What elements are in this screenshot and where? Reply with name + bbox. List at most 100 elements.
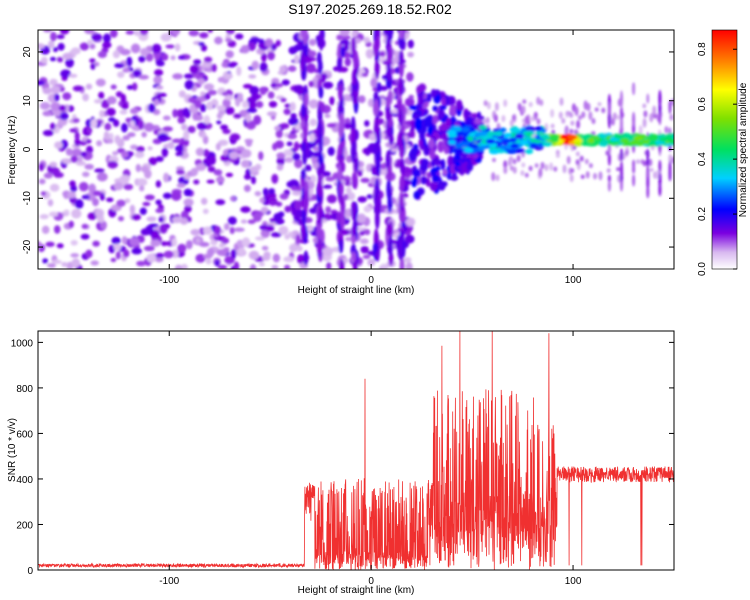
spectrogram-cell bbox=[199, 32, 209, 39]
spectrogram-cell bbox=[151, 229, 160, 239]
spectrogram-cell bbox=[279, 65, 287, 74]
spectrogram-cell bbox=[98, 91, 105, 100]
spectrogram-cell bbox=[220, 124, 229, 130]
spectrogram-cell bbox=[54, 93, 60, 102]
spectrogram-cell bbox=[407, 51, 414, 58]
spectrogram-cell bbox=[337, 42, 343, 62]
spectrogram-cell bbox=[291, 185, 298, 192]
spectrogram-cell bbox=[106, 197, 114, 203]
spectrogram-cell bbox=[225, 37, 232, 43]
spectrogram-cell bbox=[205, 258, 212, 265]
spectrogram-cell bbox=[566, 155, 571, 165]
spectrogram-cell bbox=[146, 216, 157, 222]
spectrogram-cell bbox=[252, 212, 262, 222]
spectrogram-cell bbox=[200, 197, 208, 205]
spectrogram-cell bbox=[215, 199, 226, 206]
spectrogram-cell bbox=[77, 155, 83, 163]
spectrogram-cell bbox=[388, 134, 394, 146]
spectrogram-cell bbox=[155, 199, 162, 206]
spectrogram-cell bbox=[414, 110, 423, 115]
spectrogram-cell bbox=[340, 161, 346, 173]
spectrogram-cell bbox=[404, 97, 415, 107]
spectrogram-cell bbox=[69, 180, 76, 187]
spectrogram-cell bbox=[237, 247, 246, 256]
colorbar-ticks: 0.0 0.2 0.4 0.6 0.8 bbox=[697, 42, 737, 276]
spectrogram-cell bbox=[126, 84, 134, 90]
spectrogram-cell bbox=[429, 148, 436, 161]
spectrogram-cell bbox=[668, 154, 673, 163]
spectrogram-cell bbox=[80, 233, 90, 240]
spectrogram-cell bbox=[405, 217, 416, 227]
spectrogram-cell bbox=[227, 216, 237, 225]
spectrogram-cell bbox=[138, 74, 149, 80]
spectrogram-cell bbox=[587, 138, 595, 144]
snr-y-label: SNR (10 * v/v) bbox=[7, 418, 18, 482]
spectrogram-cell bbox=[351, 172, 357, 186]
spectrogram-cell bbox=[155, 180, 162, 188]
spectrogram-cell bbox=[658, 174, 662, 187]
spectrogram-cell bbox=[108, 132, 114, 141]
spectrogram-cell bbox=[129, 204, 136, 214]
spectrogram-cell bbox=[203, 56, 213, 63]
spectrogram-cell bbox=[339, 112, 345, 132]
spectrogram-cell bbox=[339, 259, 345, 269]
spectrogram-cell bbox=[529, 142, 538, 148]
spectrogram-cell bbox=[171, 249, 179, 259]
snr-x-ticks: -100 0 100 bbox=[159, 331, 582, 587]
spectrogram-cell bbox=[153, 75, 163, 85]
spectrogram-cell bbox=[303, 190, 309, 210]
spectrogram-cell bbox=[309, 118, 317, 127]
spectrogram-cell bbox=[112, 151, 119, 156]
spectrogram-cell bbox=[197, 78, 205, 85]
spectrogram-cell bbox=[288, 231, 294, 237]
spectrogram-cell bbox=[88, 183, 97, 194]
spectrogram-cell bbox=[216, 105, 226, 111]
spectrogram-cell bbox=[412, 169, 421, 178]
spectrogram-cell bbox=[78, 140, 88, 146]
y-tick-label: -10 bbox=[22, 191, 33, 206]
spectrogram-cell bbox=[271, 173, 279, 184]
spectrogram-cell bbox=[375, 158, 381, 175]
spectrogram-cell bbox=[225, 50, 234, 59]
spectrogram-cell bbox=[61, 158, 73, 164]
spectrogram-cell bbox=[251, 60, 259, 70]
spectrogram-x-ticks: -100 0 100 bbox=[159, 30, 582, 286]
spectrogram-cell bbox=[494, 102, 499, 112]
spectrogram-cell bbox=[570, 168, 575, 173]
spectrogram-cell bbox=[575, 159, 580, 166]
spectrogram-cell bbox=[350, 127, 356, 143]
spectrogram-cell bbox=[600, 139, 609, 144]
spectrogram-cell bbox=[74, 138, 81, 147]
spectrogram-cell bbox=[317, 175, 323, 198]
spectrogram-cell bbox=[242, 83, 253, 89]
spectrogram-cell bbox=[439, 133, 449, 140]
spectrogram-cell bbox=[270, 232, 282, 238]
colorbar-gradient bbox=[711, 29, 738, 270]
spectrogram-cell bbox=[283, 108, 291, 115]
spectrogram-cell bbox=[579, 155, 584, 162]
spectrogram-cell bbox=[145, 53, 154, 62]
spectrogram-cell bbox=[193, 179, 200, 185]
spectrogram-cell bbox=[275, 39, 281, 47]
spectrogram-cell bbox=[38, 162, 45, 172]
spectrogram-cell bbox=[364, 228, 371, 236]
spectrogram-cell bbox=[659, 136, 668, 142]
spectrogram-cell bbox=[450, 175, 459, 181]
spectrogram-cell bbox=[607, 101, 611, 116]
spectrogram-cell bbox=[216, 176, 225, 183]
spectrogram-cell bbox=[115, 91, 123, 98]
spectrogram-cell bbox=[225, 106, 235, 115]
spectrogram-cell bbox=[97, 51, 107, 58]
spectrogram-cell bbox=[222, 128, 231, 135]
spectrogram-cell bbox=[511, 114, 516, 121]
spectrogram-cell bbox=[95, 78, 106, 87]
spectrogram-cell bbox=[83, 30, 95, 35]
spectrogram-cell bbox=[373, 99, 379, 117]
spectrogram-cell bbox=[176, 183, 186, 188]
spectrogram-cell bbox=[270, 82, 277, 89]
spectrogram-cell bbox=[654, 114, 659, 119]
spectrogram-cell bbox=[124, 198, 131, 204]
spectrogram-cell bbox=[106, 107, 116, 117]
spectrogram-cell bbox=[112, 50, 121, 59]
spectrogram-cell bbox=[363, 205, 372, 213]
